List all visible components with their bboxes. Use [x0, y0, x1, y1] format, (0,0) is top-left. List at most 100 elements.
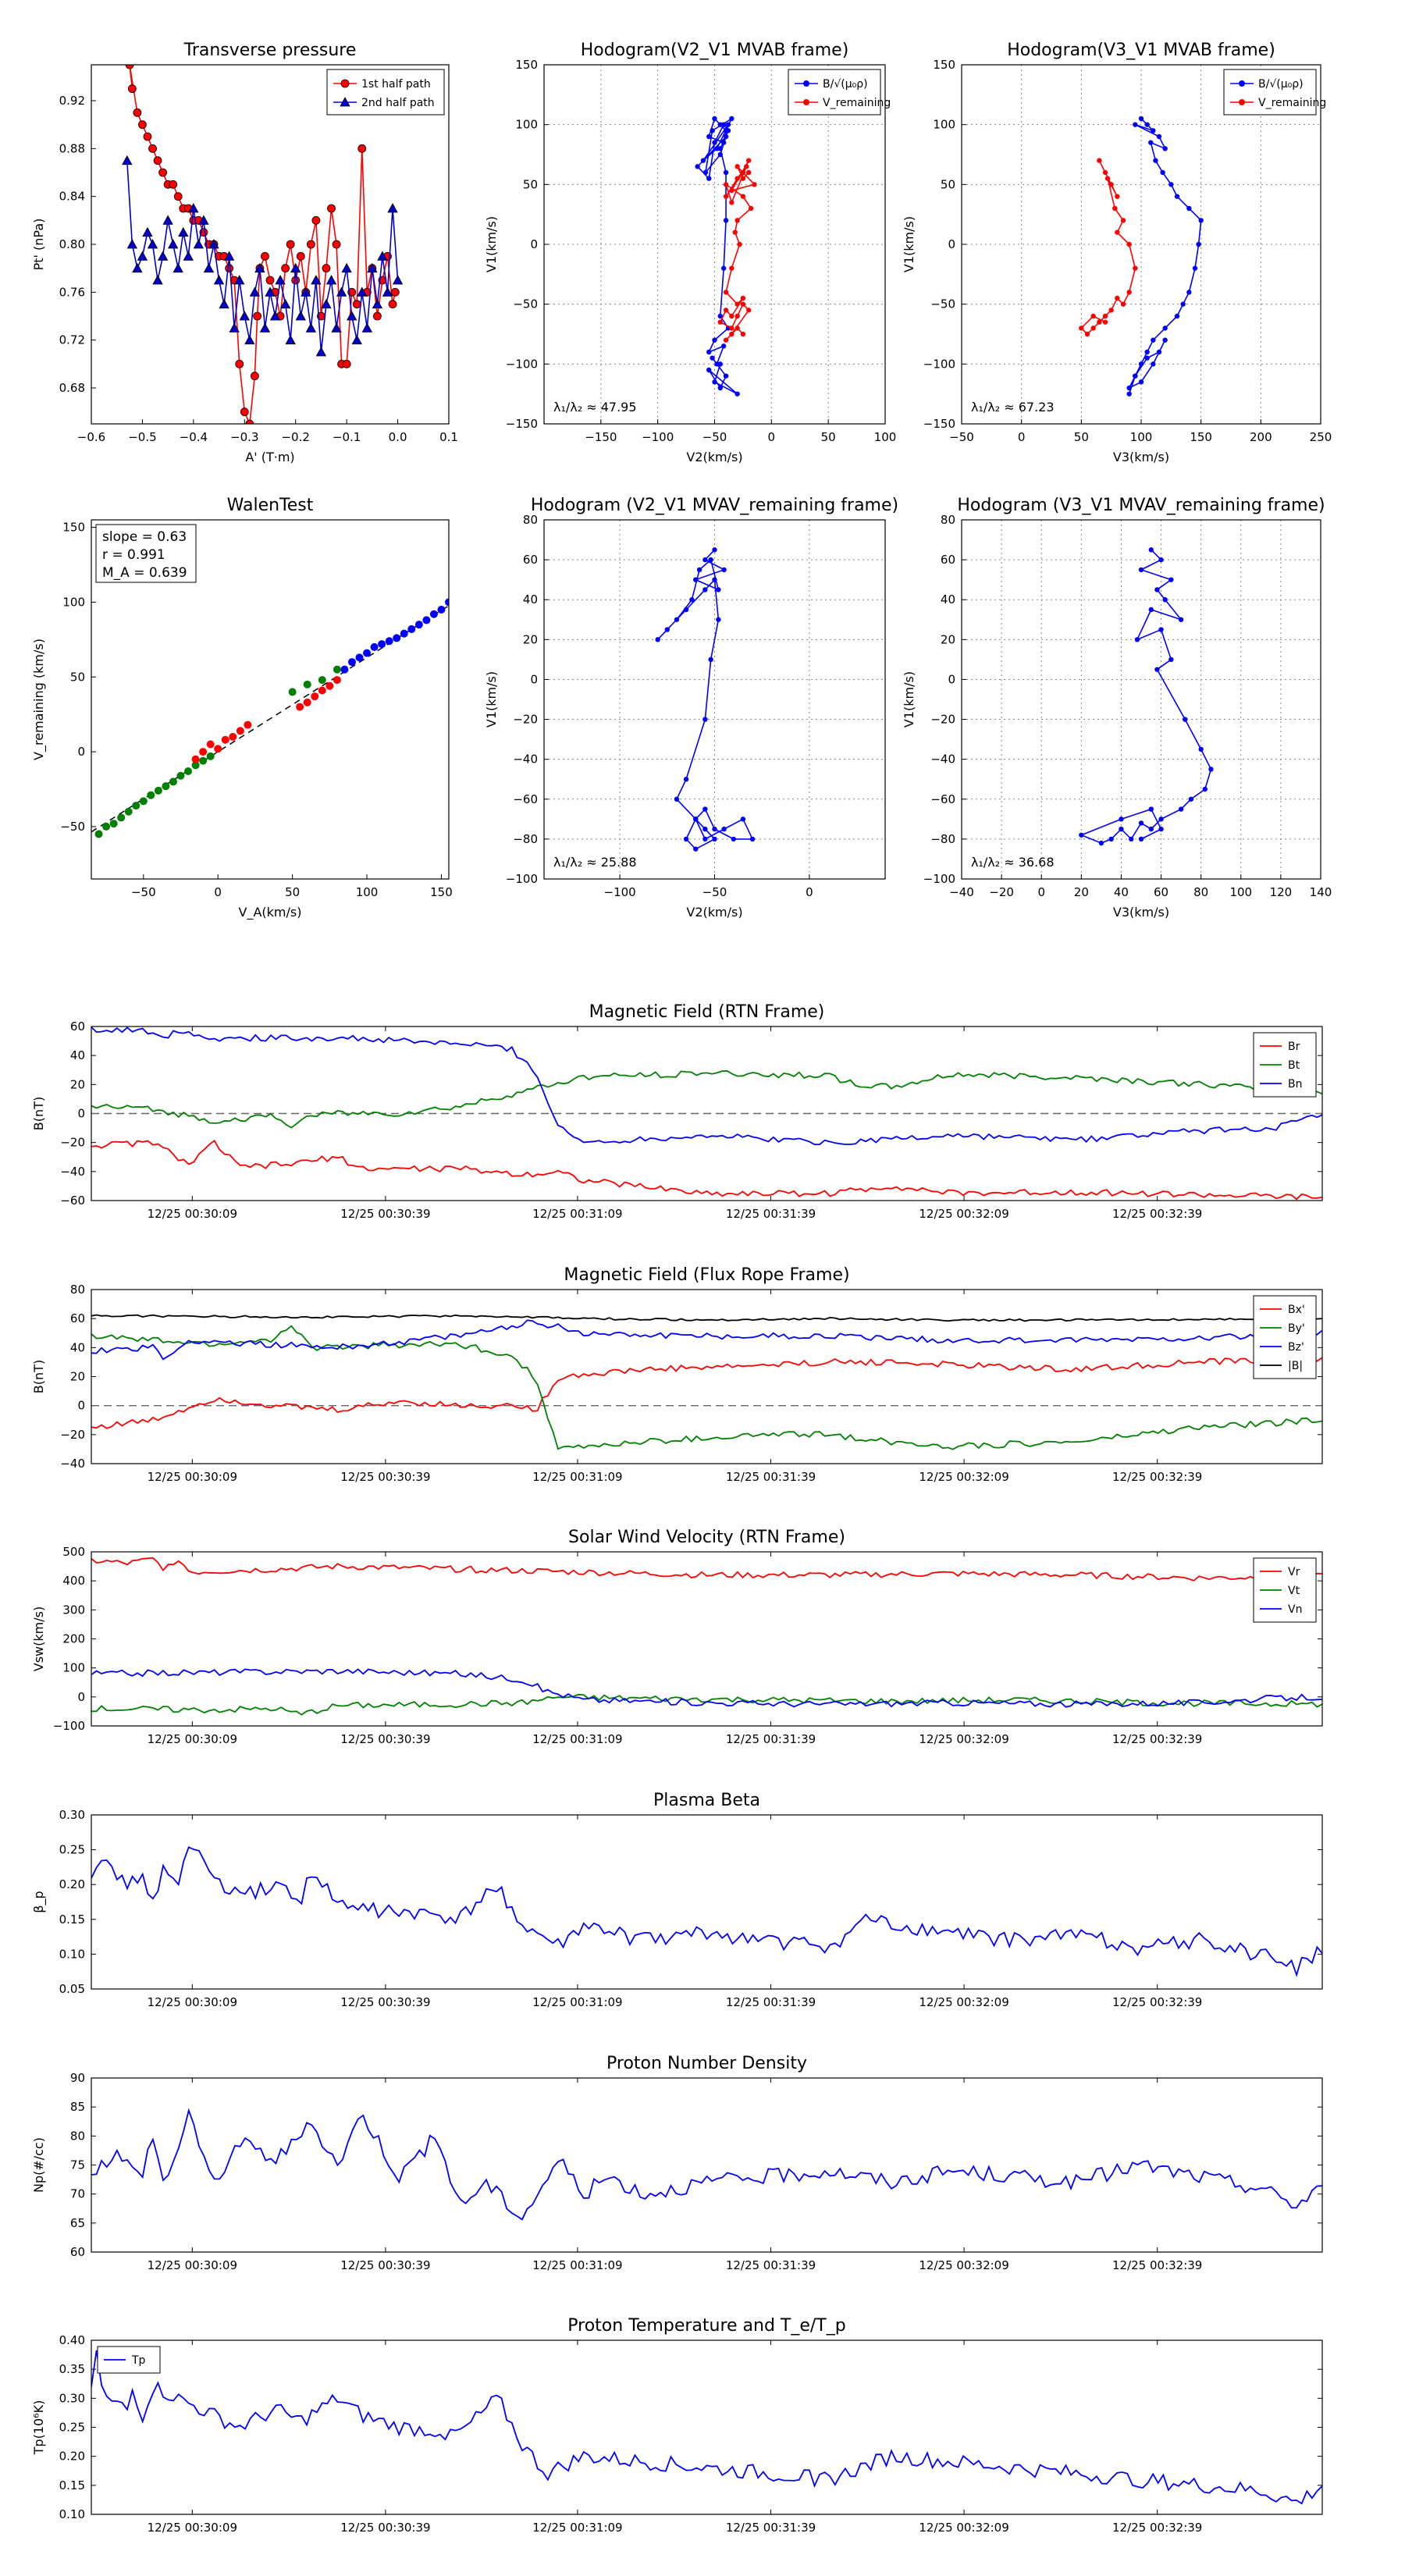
y-tick-label: −40 [930, 753, 955, 767]
data-point [303, 680, 311, 688]
series-line [1080, 160, 1136, 336]
x-tick-label: 150 [430, 885, 453, 899]
data-point [723, 182, 729, 187]
data-point [725, 128, 731, 133]
data-point [1162, 597, 1168, 603]
x-tick-label: 12/25 00:31:39 [726, 1995, 816, 2009]
data-point [229, 322, 240, 333]
data-point [333, 665, 341, 674]
y-tick-label: 0.68 [59, 381, 85, 395]
data-point [1079, 326, 1084, 331]
data-point [737, 241, 742, 247]
y-tick-label: 60 [70, 2245, 85, 2259]
data-point [712, 547, 717, 553]
legend-marker [1239, 99, 1245, 105]
y-tick-label: 65 [70, 2216, 85, 2230]
data-point [333, 676, 341, 685]
data-point [693, 846, 699, 852]
legend-box [326, 69, 445, 116]
series-line [1127, 118, 1202, 394]
plot-area [1079, 547, 1214, 846]
data-point [1097, 158, 1102, 163]
data-point [712, 116, 717, 122]
data-point [702, 836, 708, 842]
y-tick-label: 60 [523, 553, 538, 567]
data-point [1097, 319, 1102, 325]
data-point [1183, 717, 1188, 722]
legend-label: Vr [1288, 1566, 1300, 1578]
data-point [223, 251, 235, 261]
y-tick-label: 0 [77, 1690, 85, 1704]
data-point [683, 777, 689, 782]
data-point [702, 587, 708, 592]
stats-box [95, 524, 197, 583]
data-point [305, 322, 317, 333]
data-point [683, 607, 689, 613]
data-point [173, 192, 183, 201]
data-point [414, 621, 423, 629]
data-point [1148, 547, 1154, 553]
data-point [708, 656, 713, 663]
data-point [1160, 169, 1165, 176]
plot-frame [91, 1026, 1323, 1201]
chart-dens: 12/25 00:30:09 12/25 00:30:39 12/25 00:31:… [31, 2054, 1323, 2272]
y-tick-label: 200 [62, 1632, 85, 1646]
legend-label: Vt [1288, 1585, 1300, 1597]
data-point [253, 311, 262, 321]
data-point [716, 617, 721, 622]
y-tick-label: −60 [930, 792, 955, 806]
data-point [1174, 313, 1180, 319]
x-tick-label: 100 [356, 885, 379, 899]
data-point [336, 286, 347, 297]
data-point [1102, 169, 1108, 176]
y-tick-label: 0.92 [59, 94, 85, 108]
x-tick-label: 12/25 00:32:39 [1112, 1207, 1202, 1221]
data-point [1198, 218, 1204, 223]
plot-area [91, 1557, 1322, 1716]
data-point [1102, 319, 1108, 325]
y-tick-label: 400 [62, 1574, 85, 1588]
x-tick-label: 12/25 00:30:39 [340, 1470, 430, 1484]
chart-title: Transverse pressure [183, 41, 357, 60]
x-tick-label: 0 [806, 885, 813, 899]
data-point [363, 649, 372, 657]
series-v-remaining [717, 158, 757, 343]
series-line-bx [91, 1355, 1322, 1429]
data-point [1144, 349, 1150, 355]
stat-r: r = 0.991 [102, 547, 165, 563]
plot-frame [543, 64, 886, 425]
legend: Vr Vt Vn [1253, 1557, 1317, 1623]
x-tick-label: 12/25 00:32:09 [919, 1207, 1008, 1221]
legend-label: Br [1288, 1041, 1300, 1053]
chart-beta: 12/25 00:30:09 12/25 00:30:39 12/25 00:31:… [31, 1791, 1323, 2009]
data-point [1115, 229, 1120, 235]
series-b- [695, 116, 740, 397]
chart-title: Magnetic Field (Flux Rope Frame) [564, 1265, 849, 1285]
x-tick-label: 0 [1037, 885, 1045, 899]
x-tick-label: 12/25 00:30:39 [340, 1995, 430, 2009]
data-point [693, 817, 699, 822]
x-tick-label: 120 [1270, 885, 1293, 899]
data-point [731, 836, 736, 842]
data-point [1102, 313, 1108, 319]
data-point [235, 359, 244, 368]
data-point [1138, 567, 1144, 573]
data-point [387, 203, 398, 213]
y-tick-label: 150 [933, 58, 955, 72]
legend: Br Bt Bn [1253, 1032, 1317, 1098]
data-point [244, 334, 255, 345]
y-tick-label: 0.10 [59, 1947, 85, 1961]
data-point [1162, 337, 1168, 343]
x-axis-label: V3(km/s) [1113, 450, 1169, 464]
y-tick-label: 20 [70, 1370, 85, 1384]
data-point [683, 836, 689, 842]
x-tick-label: −50 [702, 430, 727, 444]
data-point [729, 200, 735, 205]
data-point [1158, 817, 1164, 822]
data-point [1154, 667, 1160, 672]
x-tick-label: 100 [1130, 430, 1153, 444]
y-tick-label: −40 [60, 1457, 85, 1471]
series-b- [1126, 116, 1204, 397]
y-tick-label: 20 [941, 632, 955, 646]
data-point [311, 215, 321, 225]
